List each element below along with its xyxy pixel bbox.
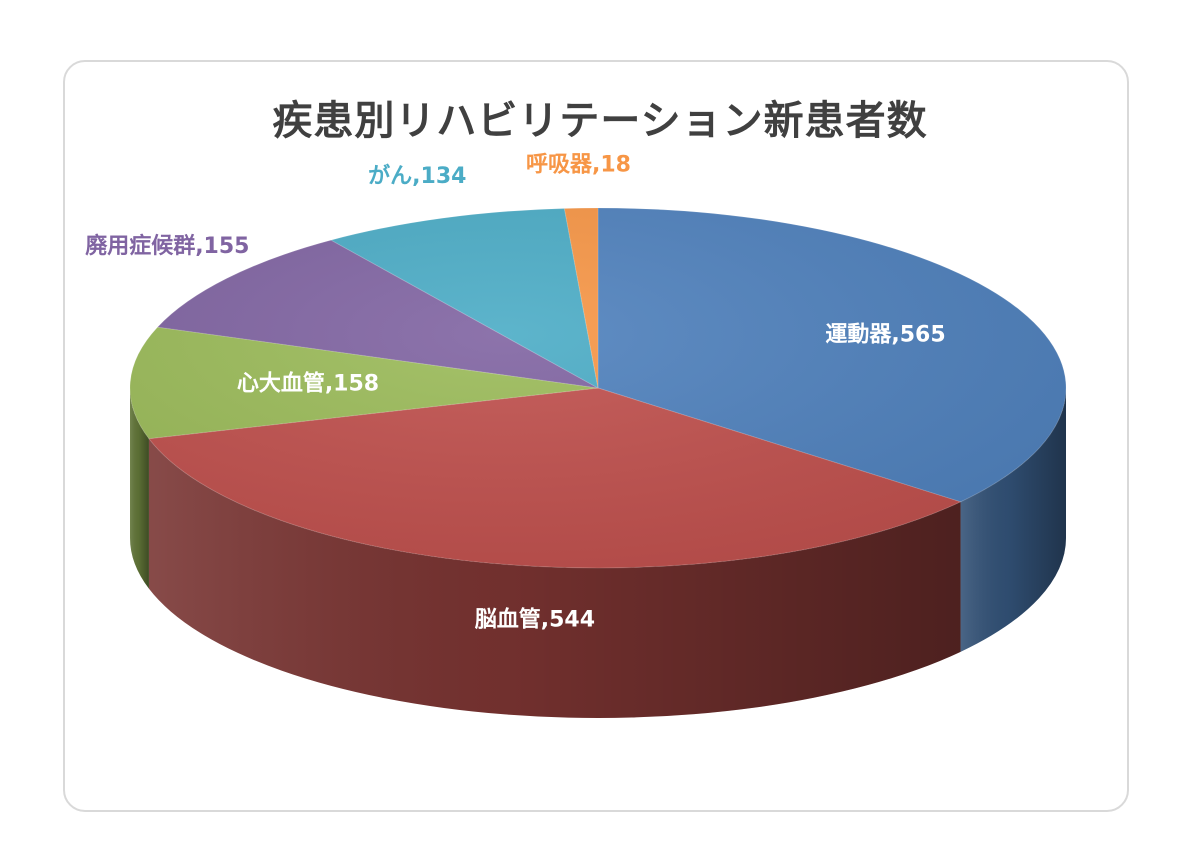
slice-1-data-label: 運動器,565	[825, 323, 945, 348]
chart-title: 疾患別リハビリテーション新患者数	[272, 98, 928, 144]
slice-3-data-label: 心大血管,158	[237, 371, 379, 397]
slice-6-data-label: 呼吸器,18	[526, 152, 631, 177]
slice-2-data-label: 脳血管,544	[475, 606, 595, 632]
slice-4-data-label: 廃用症候群,155	[85, 233, 249, 259]
slice-2-side	[148, 438, 961, 718]
slice-5-data-label: がん,134	[368, 163, 466, 189]
